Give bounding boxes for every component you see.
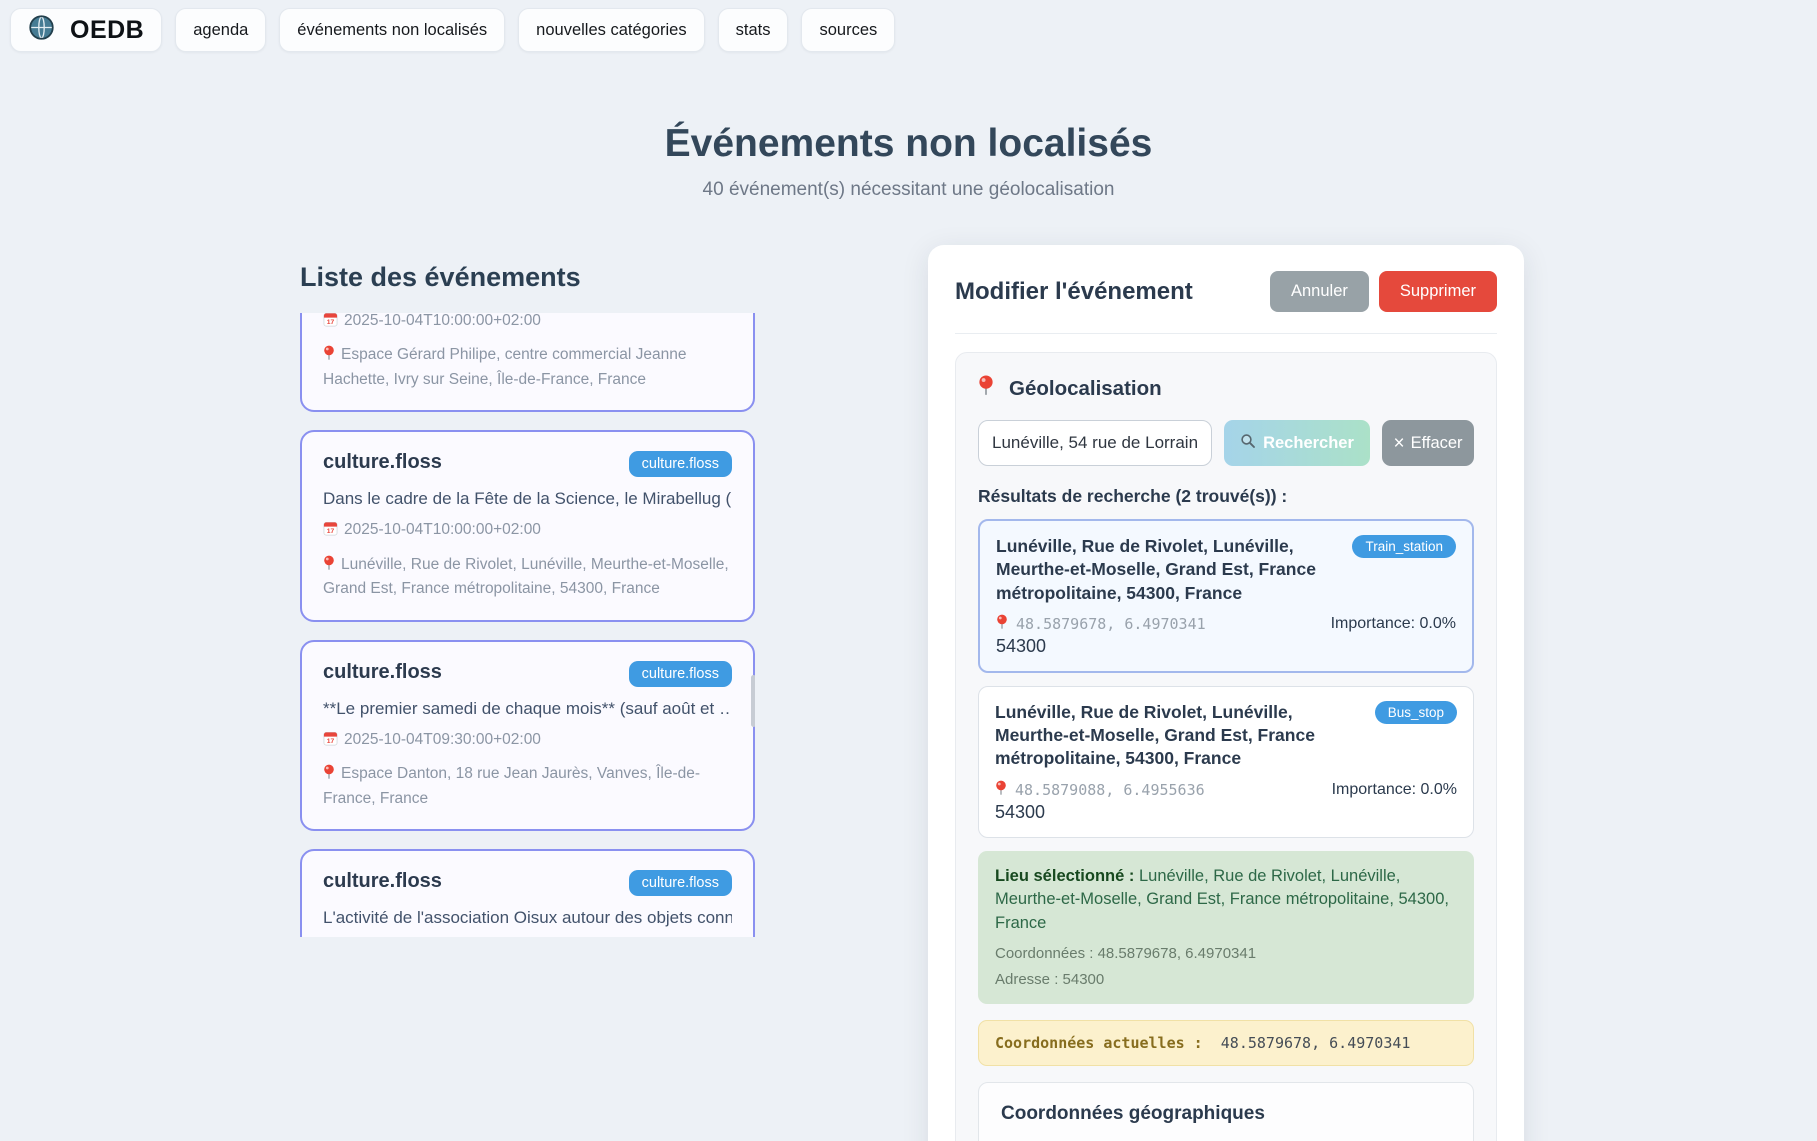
current-coordinates-value: 48.5879678, 6.4970341 [1220,1034,1411,1053]
event-list-viewport[interactable]: 17 2025-10-04T10:00:00+02:00 Espace Géra… [300,313,755,937]
result-postal-code: 54300 [996,635,1047,656]
result-type-badge: Bus_stop [1374,700,1457,724]
tab-evenements-non-localises[interactable]: événements non localisés [279,8,506,52]
event-title: culture.floss [323,660,442,683]
search-results-label: Résultats de recherche (2 trouvé(s)) : [978,486,1288,506]
event-source-badge: culture.floss [628,870,732,897]
pin-icon [978,375,994,402]
event-location: Espace Danton, 18 rue Jean Jaurès, Vanve… [323,764,701,807]
result-address: Lunéville, Rue de Rivolet, Lunéville, Me… [995,701,1315,769]
pin-icon [323,555,335,578]
search-result-item[interactable]: Lunéville, Rue de Rivolet, Lunéville, Me… [978,685,1474,838]
selected-place-coordinates: Coordonnées : 48.5879678, 6.4970341 [995,945,1257,963]
svg-text:17: 17 [327,529,335,536]
svg-text:17: 17 [327,738,335,745]
current-coordinates-box: Coordonnées actuelles : 48.5879678, 6.49… [978,1020,1474,1067]
brand-name: OEDB [70,15,145,44]
selected-place-address: Lunéville, Rue de Rivolet, Lunéville, Me… [995,866,1449,932]
event-card[interactable]: culture.floss culture.floss Dans le cadr… [300,430,755,622]
result-address: Lunéville, Rue de Rivolet, Lunéville, Me… [996,536,1316,603]
event-date: 17 2025-10-04T10:00:00+02:00 [323,313,732,334]
result-coordinates: 48.5879678, 6.4970341 [996,614,1206,634]
calendar-icon: 17 [323,521,338,543]
event-list-section: Liste des événements 17 2025-10-04T10:00… [300,262,755,937]
event-card[interactable]: culture.floss culture.floss **Le premier… [300,639,755,832]
event-list-heading: Liste des événements [300,262,581,292]
selected-place-label: Lieu sélectionné : [995,866,1135,885]
event-date: 17 2025-10-04T09:30:00+02:00 [323,729,732,753]
event-title: culture.floss [323,451,442,474]
result-postal-code: 54300 [995,801,1046,822]
coordinates-form: Coordonnées géographiques Latitude : Lon… [978,1082,1474,1141]
geolocation-section: Géolocalisation Rechercher Effacer Résul… [955,352,1497,1141]
search-icon [1240,433,1256,454]
result-type-badge: Train_station [1352,535,1456,558]
brand-link[interactable]: OEDB [10,8,163,52]
tab-sources[interactable]: sources [801,8,896,52]
page-title: Événements non localisés [664,122,1153,165]
divider [955,333,1497,334]
result-importance: Importance: 0.0% [1331,780,1457,798]
result-coordinates: 48.5879088, 6.4955636 [995,780,1205,800]
tab-stats[interactable]: stats [717,8,789,52]
pin-icon [323,764,335,787]
calendar-icon: 17 [323,731,338,753]
selected-place-box: Lieu sélectionné : Lunéville, Rue de Riv… [978,850,1474,1005]
search-result-item[interactable]: Lunéville, Rue de Rivolet, Lunéville, Me… [978,519,1474,673]
event-location: Lunéville, Rue de Rivolet, Lunéville, Me… [323,555,729,598]
tab-agenda[interactable]: agenda [175,8,267,52]
edit-event-panel: Modifier l'événement Annuler Supprimer G… [928,245,1524,1141]
list-scrollbar[interactable] [751,674,755,727]
event-location: Espace Gérard Philipe, centre commercial… [323,345,687,388]
event-description: L'activité de l'association Oisux autour… [323,908,732,928]
event-source-badge: culture.floss [628,660,732,687]
event-description: Dans le cadre de la Fête de la Science, … [323,489,732,509]
calendar-icon: 17 [323,313,338,334]
globe-icon [28,14,55,46]
event-card-partial[interactable]: 17 2025-10-04T10:00:00+02:00 Espace Géra… [300,313,755,413]
coordinates-form-heading: Coordonnées géographiques [1001,1103,1265,1125]
pin-icon [995,780,1007,800]
svg-text:17: 17 [327,319,335,326]
panel-title: Modifier l'événement [955,277,1193,305]
event-title: culture.floss [323,870,442,893]
tab-nouvelles-categories[interactable]: nouvelles catégories [518,8,705,52]
cancel-button[interactable]: Annuler [1270,271,1369,312]
page-subtitle: 40 événement(s) nécessitant une géolocal… [702,179,1115,200]
event-source-badge: culture.floss [628,451,732,478]
delete-button[interactable]: Supprimer [1378,271,1497,312]
page-header: Événements non localisés 40 événement(s)… [0,122,1817,201]
current-coordinates-label: Coordonnées actuelles : [995,1034,1203,1053]
navbar: OEDB agenda événements non localisés nou… [10,8,896,52]
event-card[interactable]: culture.floss culture.floss L'activité d… [300,849,755,937]
geolocation-heading: Géolocalisation [1009,376,1162,400]
clear-button[interactable]: Effacer [1382,420,1474,466]
pin-icon [996,614,1008,634]
address-search-input[interactable] [978,420,1212,466]
event-description: **Le premier samedi de chaque mois** (sa… [323,698,732,718]
event-date: 17 2025-10-04T10:00:00+02:00 [323,519,732,543]
pin-icon [323,345,335,368]
selected-place-postal: Adresse : 54300 [995,970,1105,988]
result-importance: Importance: 0.0% [1330,614,1456,632]
search-button[interactable]: Rechercher [1224,420,1370,466]
close-icon: Effacer [1410,433,1463,452]
